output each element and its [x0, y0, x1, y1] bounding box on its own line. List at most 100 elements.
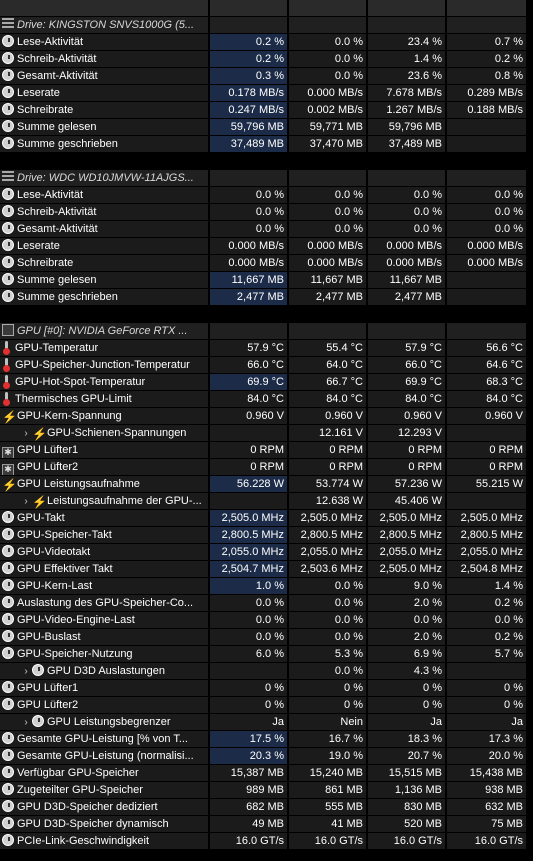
- current-value: 56.228 W: [210, 476, 287, 492]
- chevron-right-icon[interactable]: ›: [24, 717, 28, 728]
- bolt-icon: ⚡: [32, 495, 47, 509]
- sensor-row[interactable]: Auslastung des GPU-Speicher-Co... 0.0 % 0.…: [0, 595, 533, 612]
- sensor-row[interactable]: ✱ GPU Lüfter2 0 RPM 0 RPM 0 RPM 0 RPM: [0, 459, 533, 476]
- sensor-group-header[interactable]: GPU [#0]: NVIDIA GeForce RTX ...: [0, 323, 533, 340]
- min-value: 0.0 %: [289, 221, 366, 237]
- sensor-row[interactable]: GPU Lüfter1 0 % 0 % 0 % 0 %: [0, 680, 533, 697]
- sensor-label: Thermisches GPU-Limit: [15, 393, 132, 405]
- sensor-row[interactable]: GPU-Takt 2,505.0 MHz 2,505.0 MHz 2,505.0 MH…: [0, 510, 533, 527]
- sensor-group-header[interactable]: Drive: WDC WD10JMVW-11AJGS...: [0, 170, 533, 187]
- sensor-group-header[interactable]: Drive: KINGSTON SNVS1000G (5...: [0, 17, 533, 34]
- thermometer-icon: [2, 358, 12, 372]
- sensor-row[interactable]: Gesamt-Aktivität 0.0 % 0.0 % 0.0 % 0.0 %: [0, 221, 533, 238]
- sensor-row[interactable]: GPU-Video-Engine-Last 0.0 % 0.0 % 0.0 % 0.0 …: [0, 612, 533, 629]
- sensor-label: GPU D3D Auslastungen: [47, 665, 166, 677]
- sensor-row[interactable]: GPU-Hot-Spot-Temperatur 69.9 °C 66.7 °C 69.…: [0, 374, 533, 391]
- sensor-row[interactable]: Zugeteilter GPU-Speicher 989 MB 861 MB 1,13…: [0, 782, 533, 799]
- sensor-row[interactable]: GPU Lüfter2 0 % 0 % 0 % 0 %: [0, 697, 533, 714]
- sensor-row[interactable]: Thermisches GPU-Limit 84.0 °C 84.0 °C 84.0 …: [0, 391, 533, 408]
- clock-icon: [2, 783, 14, 795]
- sensor-row[interactable]: GPU-Videotakt 2,055.0 MHz 2,055.0 MHz 2,055…: [0, 544, 533, 561]
- chevron-right-icon[interactable]: ›: [24, 428, 28, 439]
- average-value: 0.8 %: [447, 68, 526, 84]
- sensor-label-cell: Summe gelesen: [0, 119, 208, 135]
- sensor-row[interactable]: Summe gelesen 59,796 MB 59,771 MB 59,796 MB: [0, 119, 533, 136]
- sensor-row[interactable]: Schreib-Aktivität 0.0 % 0.0 % 0.0 % 0.0 %: [0, 204, 533, 221]
- sensor-row[interactable]: Lese-Aktivität 0.2 % 0.0 % 23.4 % 0.7 %: [0, 34, 533, 51]
- sensor-label-cell: ✱ GPU Lüfter1: [0, 442, 208, 458]
- sensor-label-cell: Schreibrate: [0, 102, 208, 118]
- average-value: [447, 136, 526, 152]
- bolt-icon: ⚡: [2, 410, 17, 424]
- sensor-row[interactable]: PCIe-Link-Geschwindigkeit 16.0 GT/s 16.0 G…: [0, 833, 533, 850]
- average-value: 75 MB: [447, 816, 526, 832]
- sensor-row[interactable]: GPU D3D-Speicher dynamisch 49 MB 41 MB 520 …: [0, 816, 533, 833]
- current-value: 0.000 MB/s: [210, 255, 287, 271]
- sensor-row[interactable]: Summe geschrieben 2,477 MB 2,477 MB 2,477 M…: [0, 289, 533, 306]
- sensor-row[interactable]: Gesamte GPU-Leistung (normalisi... 20.3 %…: [0, 748, 533, 765]
- max-value: 6.9 %: [368, 646, 445, 662]
- current-value: 0 RPM: [210, 442, 287, 458]
- sensor-label: Lese-Aktivität: [17, 189, 84, 201]
- sensor-row[interactable]: ⚡GPU Leistungsaufnahme 56.228 W 53.774 W 57…: [0, 476, 533, 493]
- chevron-right-icon[interactable]: ›: [24, 496, 28, 507]
- sensor-row[interactable]: GPU Effektiver Takt 2,504.7 MHz 2,503.6 MH…: [0, 561, 533, 578]
- sensor-row[interactable]: GPU D3D-Speicher dediziert 682 MB 555 MB 83…: [0, 799, 533, 816]
- sensor-label: Schreibrate: [17, 104, 74, 116]
- sensor-row[interactable]: Summe geschrieben 37,489 MB 37,470 MB 37,48…: [0, 136, 533, 153]
- sensor-row[interactable]: GPU-Speicher-Takt 2,800.5 MHz 2,800.5 MHz 2…: [0, 527, 533, 544]
- clock-icon: [2, 273, 14, 285]
- sensor-row[interactable]: Gesamt-Aktivität 0.3 % 0.0 % 23.6 % 0.8 %: [0, 68, 533, 85]
- clock-icon: [32, 715, 44, 727]
- sensor-row[interactable]: Lese-Aktivität 0.0 % 0.0 % 0.0 % 0.0 %: [0, 187, 533, 204]
- sensor-row[interactable]: GPU-Buslast 0.0 % 0.0 % 2.0 % 0.2 %: [0, 629, 533, 646]
- sensor-row[interactable]: Summe gelesen 11,667 MB 11,667 MB 11,667 MB: [0, 272, 533, 289]
- min-value: 2,800.5 MHz: [289, 527, 366, 543]
- current-value: 0.2 %: [210, 34, 287, 50]
- sensor-row[interactable]: › ⚡GPU-Schienen-Spannungen 12.161 V 12.293 …: [0, 425, 533, 442]
- clock-icon: [2, 732, 14, 744]
- max-value: 2,505.0 MHz: [368, 510, 445, 526]
- sensor-row[interactable]: Verfügbar GPU-Speicher 15,387 MB 15,240 MB…: [0, 765, 533, 782]
- clock-icon: [2, 120, 14, 132]
- average-value: 16.0 GT/s: [447, 833, 526, 849]
- sensor-label-cell: › GPU D3D Auslastungen: [0, 663, 208, 679]
- max-value: 15,515 MB: [368, 765, 445, 781]
- sensor-row[interactable]: ✱ GPU Lüfter1 0 RPM 0 RPM 0 RPM 0 RPM: [0, 442, 533, 459]
- sensor-row[interactable]: Leserate 0.000 MB/s 0.000 MB/s 0.000 MB/s 0.…: [0, 238, 533, 255]
- min-value: 2,477 MB: [289, 289, 366, 305]
- max-value: 9.0 %: [368, 578, 445, 594]
- current-value: [210, 306, 287, 322]
- sensor-row[interactable]: Schreibrate 0.247 MB/s 0.002 MB/s 1.267 MB/…: [0, 102, 533, 119]
- clock-icon: [2, 613, 14, 625]
- average-value: 1.4 %: [447, 578, 526, 594]
- chevron-right-icon[interactable]: ›: [24, 666, 28, 677]
- sensor-row[interactable]: Schreib-Aktivität 0.2 % 0.0 % 1.4 % 0.2 %: [0, 51, 533, 68]
- sensor-row[interactable]: GPU-Temperatur 57.9 °C 55.4 °C 57.9 °C 56.6 …: [0, 340, 533, 357]
- average-value: 2,055.0 MHz: [447, 544, 526, 560]
- max-value: 2,477 MB: [368, 289, 445, 305]
- sensor-row[interactable]: Gesamte GPU-Leistung [% von T... 17.5 % 16…: [0, 731, 533, 748]
- min-value: 0 RPM: [289, 459, 366, 475]
- min-value: 5.3 %: [289, 646, 366, 662]
- sensor-row[interactable]: › GPU D3D Auslastungen 0.0 % 4.3 %: [0, 663, 533, 680]
- min-value: [289, 170, 366, 186]
- sensor-row[interactable]: GPU-Speicher-Nutzung 6.0 % 5.3 % 6.9 % 5.7 %: [0, 646, 533, 663]
- max-value: 84.0 °C: [368, 391, 445, 407]
- sensor-row[interactable]: Schreibrate 0.000 MB/s 0.000 MB/s 0.000 MB/…: [0, 255, 533, 272]
- sensor-row[interactable]: GPU-Speicher-Junction-Temperatur 66.0 °C 6…: [0, 357, 533, 374]
- sensor-row[interactable]: GPU-Kern-Last 1.0 % 0.0 % 9.0 % 1.4 %: [0, 578, 533, 595]
- average-value: [447, 663, 526, 679]
- min-value: 0.0 %: [289, 595, 366, 611]
- sensor-row[interactable]: Leserate 0.178 MB/s 0.000 MB/s 7.678 MB/s 0.…: [0, 85, 533, 102]
- sensor-row[interactable]: › GPU Leistungsbegrenzer Ja Nein Ja Ja: [0, 714, 533, 731]
- min-value: 0.002 MB/s: [289, 102, 366, 118]
- clock-icon: [32, 664, 44, 676]
- current-value: [210, 170, 287, 186]
- clock-icon: [2, 817, 14, 829]
- bolt-icon: ⚡: [2, 478, 17, 492]
- min-value: 2,055.0 MHz: [289, 544, 366, 560]
